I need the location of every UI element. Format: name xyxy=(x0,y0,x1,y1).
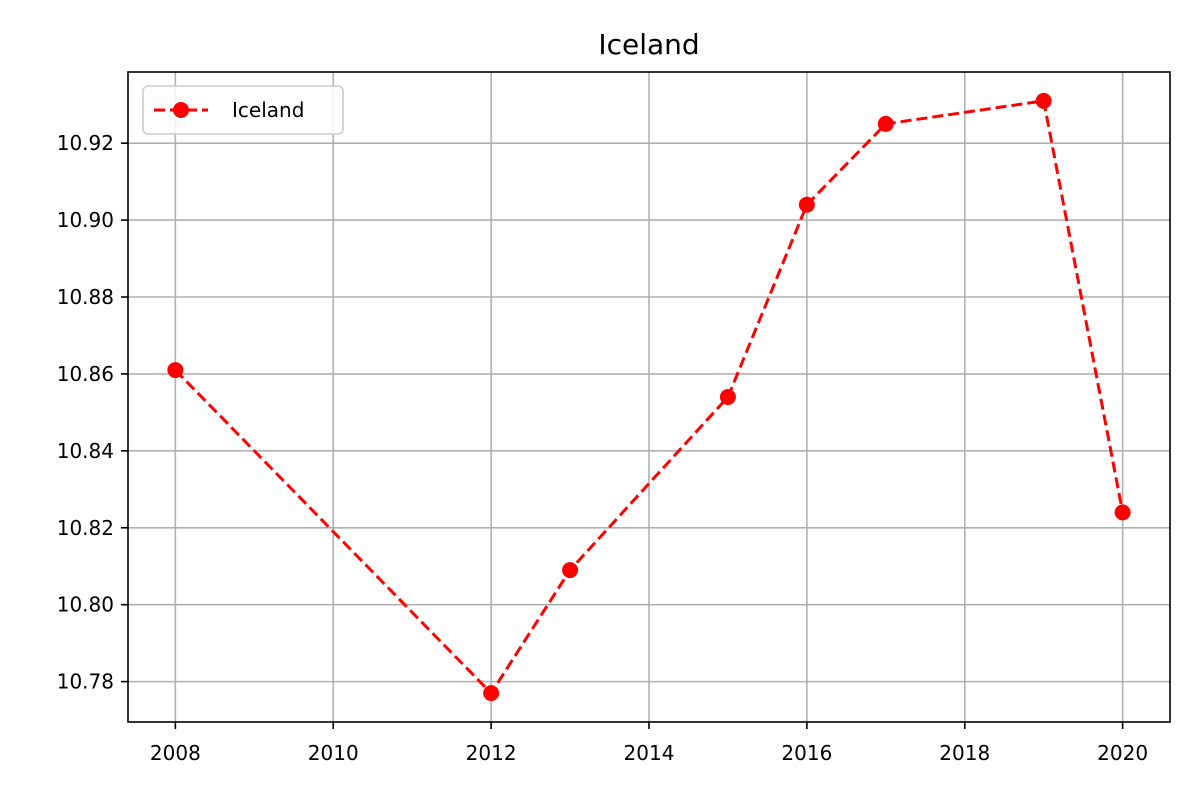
series-layer xyxy=(167,92,1131,702)
y-tick-label: 10.78 xyxy=(57,670,114,694)
x-tick-label: 2012 xyxy=(466,741,517,765)
data-point-marker xyxy=(1035,92,1052,109)
data-point-marker xyxy=(562,562,579,579)
data-point-marker xyxy=(167,362,184,379)
legend-box xyxy=(142,85,344,135)
data-point-marker xyxy=(798,196,815,213)
x-tick-label: 2018 xyxy=(939,741,990,765)
data-point-marker xyxy=(877,115,894,132)
y-tick-label: 10.86 xyxy=(57,362,114,386)
x-tick-label: 2008 xyxy=(150,741,201,765)
chart-title: Iceland xyxy=(598,28,699,61)
legend-label: Iceland xyxy=(232,98,304,122)
x-tick-label: 2016 xyxy=(781,741,832,765)
x-tick-label: 2010 xyxy=(308,741,359,765)
legend-marker-swatch xyxy=(173,102,189,118)
series-line xyxy=(174,99,1125,696)
y-tick-label: 10.90 xyxy=(57,208,114,232)
y-tick-label: 10.80 xyxy=(57,593,114,617)
y-tick-label: 10.84 xyxy=(57,439,114,463)
grid-lines xyxy=(128,72,1170,722)
y-tick-label: 10.88 xyxy=(57,285,114,309)
x-tick-label: 2020 xyxy=(1097,741,1148,765)
y-tick-label: 10.82 xyxy=(57,516,114,540)
data-point-marker xyxy=(719,389,736,405)
legend: Iceland xyxy=(142,85,344,135)
data-point-marker xyxy=(483,685,500,702)
data-point-marker xyxy=(1114,504,1131,521)
axes: 2008 2010 2012 2014 2016 2018 2020 10.78 10.80 10… xyxy=(57,71,1171,765)
y-tick-label: 10.92 xyxy=(57,131,114,155)
x-tick-label: 2014 xyxy=(624,741,675,765)
